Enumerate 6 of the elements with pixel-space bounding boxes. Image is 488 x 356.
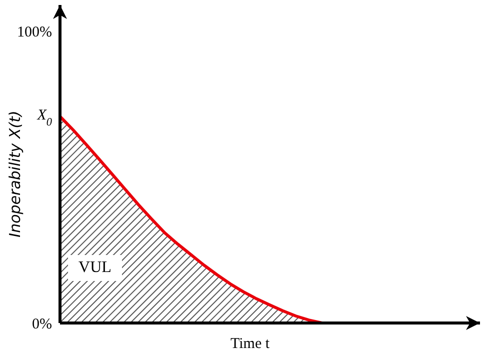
y-tick-label: 0%	[32, 316, 52, 332]
y-axis-title: Inoperability X(t)	[6, 110, 24, 238]
text: X$_{0}$	[36, 107, 52, 128]
annotation: VUL	[78, 259, 112, 276]
x-axis-title: Time t	[230, 336, 270, 352]
y-tick-label: 100%	[17, 24, 52, 41]
